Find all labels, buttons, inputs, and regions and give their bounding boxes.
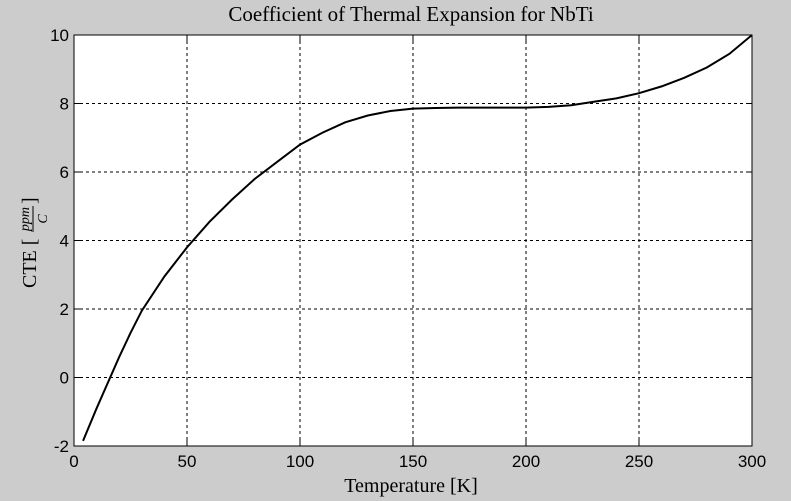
y-tick-label: 2 — [60, 300, 69, 319]
y-tick-labels: -2 0 2 4 6 8 10 — [50, 26, 69, 456]
y-label-denominator: C — [36, 214, 51, 224]
y-tick-label: 10 — [50, 26, 69, 45]
x-tick-label: 150 — [399, 452, 427, 471]
cte-series-line — [82, 34, 753, 442]
grid-lines — [74, 35, 752, 446]
x-tick-label: 250 — [625, 452, 653, 471]
y-axis-label: CTE [ ppm C ] — [18, 197, 51, 288]
y-label-suffix: ] — [19, 197, 41, 204]
x-tick-label: 100 — [286, 452, 314, 471]
y-tick-label: 0 — [60, 369, 69, 388]
y-label-prefix: CTE [ — [19, 239, 41, 288]
x-tick-label: 300 — [738, 452, 766, 471]
x-axis-label: Temperature [K] — [344, 475, 478, 497]
y-tick-label: -2 — [54, 437, 69, 456]
chart-title: Coefficient of Thermal Expansion for NbT… — [228, 2, 593, 26]
x-tick-label: 0 — [69, 452, 78, 471]
y-tick-label: 6 — [60, 163, 69, 182]
x-tick-label: 50 — [178, 452, 197, 471]
axes-frame — [73, 34, 753, 447]
x-tick-label: 200 — [512, 452, 540, 471]
x-tick-labels: 0 50 100 150 200 250 300 — [69, 452, 766, 471]
y-tick-label: 4 — [60, 232, 69, 251]
y-label-numerator: ppm — [18, 207, 33, 232]
y-tick-label: 8 — [60, 95, 69, 114]
